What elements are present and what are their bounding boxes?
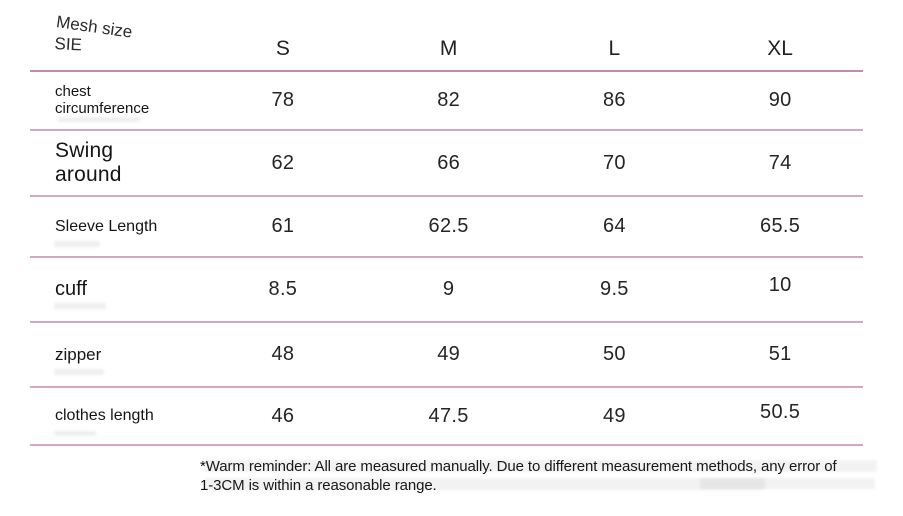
corner-label-line2: SIE <box>54 33 83 55</box>
row-label: chest circumference <box>30 72 200 129</box>
cell-value: 78 <box>271 89 295 111</box>
row-label: cuff <box>30 258 200 321</box>
cell-value: 62 <box>271 151 295 174</box>
table-row-swing-around: Swing around 62 66 70 74 <box>30 131 863 197</box>
row-label: Sleeve Length <box>30 197 200 256</box>
table-row-chest-circumference: chest circumference 78 82 86 90 <box>30 72 863 131</box>
cell-value: 8.5 <box>268 278 298 300</box>
cell-value: 50 <box>602 343 626 365</box>
cell-value: 62.5 <box>428 215 469 237</box>
cell-value: 74 <box>768 151 792 174</box>
cell-value: 49 <box>437 343 461 365</box>
cell-value: 70 <box>602 151 626 174</box>
table-header-row: Mesh size SIE S M L XL <box>30 0 863 72</box>
cell-value: 48 <box>271 343 295 365</box>
cell-value: 82 <box>437 89 461 111</box>
table-row-sleeve-length: Sleeve Length 61 62.5 64 65.5 <box>30 197 863 258</box>
row-label-line1: Sleeve Length <box>55 217 158 235</box>
warm-reminder-note: *Warm reminder: All are measured manuall… <box>200 457 900 495</box>
row-label-line1: cuff <box>55 278 87 301</box>
cell-value: 86 <box>602 89 626 111</box>
row-label-line1: zipper <box>55 344 102 364</box>
col-header-m: M <box>439 37 458 60</box>
warm-reminder-line1: *Warm reminder: All are measured manuall… <box>200 458 837 475</box>
cell-value: 46 <box>271 404 295 427</box>
table-row-cuff: cuff 8.5 9 9.5 10 <box>30 258 863 323</box>
cell-value: 65.5 <box>760 215 801 237</box>
cell-value: 50.5 <box>760 400 801 423</box>
warm-reminder-line2: 1-3CM is within a reasonable range. <box>200 477 437 495</box>
col-header-xl: XL <box>767 37 793 60</box>
cell-value: 66 <box>437 151 461 174</box>
row-label-line1: clothes length <box>55 407 154 425</box>
row-label-line1: chest <box>55 82 91 100</box>
row-label-line2: around <box>55 163 122 186</box>
table-row-clothes-length: clothes length 46 47.5 49 50.5 <box>30 388 863 446</box>
row-label: clothes length <box>30 388 200 444</box>
cell-value: 47.5 <box>428 404 469 427</box>
row-label-line2: circumference <box>55 99 150 117</box>
row-label-line1: Swing <box>55 139 114 163</box>
table-row-zipper: zipper 48 49 50 51 <box>30 323 863 388</box>
cell-value: 61 <box>271 215 295 237</box>
cell-value: 90 <box>768 89 792 111</box>
cell-value: 51 <box>768 343 792 365</box>
table-corner-label: Mesh size SIE <box>30 0 200 70</box>
row-label: zipper <box>30 323 200 386</box>
cell-value: 10 <box>768 274 792 296</box>
cell-value: 9 <box>442 278 455 300</box>
cell-value: 64 <box>602 215 626 237</box>
size-table: Mesh size SIE S M L XL chest circumferen… <box>30 0 863 446</box>
cell-value: 49 <box>602 404 626 427</box>
col-header-s: S <box>275 37 290 60</box>
row-label: Swing around <box>30 131 200 195</box>
cell-value: 9.5 <box>600 278 629 300</box>
col-header-l: L <box>608 37 621 60</box>
